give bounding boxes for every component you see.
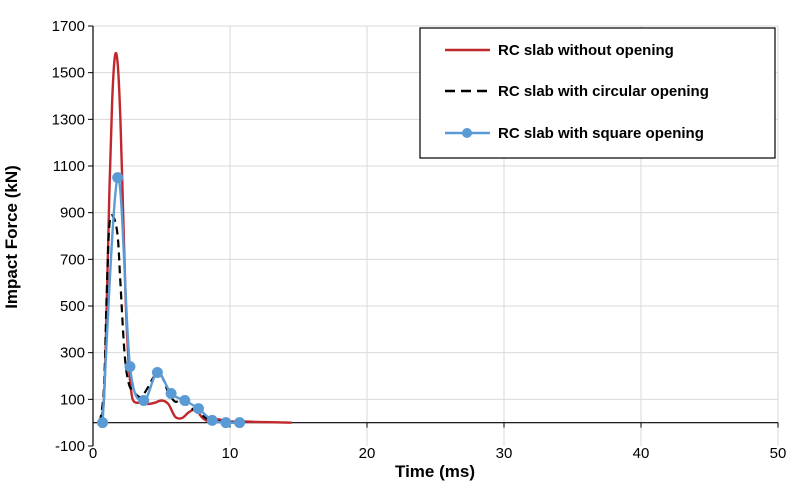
legend-label-circular-opening: RC slab with circular opening xyxy=(498,83,709,100)
data-point-square-opening xyxy=(124,361,136,373)
y-tick-label: 100 xyxy=(60,391,85,408)
x-tick-label: 50 xyxy=(770,445,787,462)
gridlines xyxy=(93,25,779,446)
y-tick-label: 1300 xyxy=(52,111,85,128)
y-tick-label: 500 xyxy=(60,298,85,315)
x-tick-label: 10 xyxy=(222,445,239,462)
x-tick-label: 30 xyxy=(496,445,513,462)
legend: RC slab without opening RC slab with cir… xyxy=(419,27,776,159)
data-point-square-opening xyxy=(234,417,246,429)
y-tick-label: 900 xyxy=(60,205,85,222)
y-tick-label: 300 xyxy=(60,345,85,362)
data-point-square-opening xyxy=(206,414,218,426)
y-tick-label: 1100 xyxy=(53,158,85,175)
legend-marker-square-opening xyxy=(462,128,472,138)
data-point-square-opening xyxy=(97,417,109,429)
data-point-square-opening xyxy=(138,395,150,406)
x-tick-label: 40 xyxy=(633,445,650,462)
y-axis-title: Impact Force (kN) xyxy=(2,165,21,309)
legend-label-without-opening: RC slab without opening xyxy=(498,42,674,59)
data-point-square-opening xyxy=(192,403,204,415)
data-point-square-opening xyxy=(179,395,191,406)
x-tick-label: 0 xyxy=(89,445,97,462)
y-tick-label: -100 xyxy=(55,438,85,455)
data-point-square-opening xyxy=(112,172,124,184)
y-tick-label: 1500 xyxy=(52,65,85,82)
data-point-square-opening xyxy=(151,367,163,378)
y-tick-label: 700 xyxy=(60,251,85,268)
x-tick-labels: 0 10 20 30 40 50 xyxy=(89,445,787,462)
y-tick-label: 1700 xyxy=(52,18,85,35)
x-axis-title: Time (ms) xyxy=(395,462,475,481)
legend-label-square-opening: RC slab with square opening xyxy=(498,125,704,142)
x-tick-label: 20 xyxy=(359,445,376,462)
axes xyxy=(88,25,779,447)
data-point-square-opening xyxy=(165,388,177,399)
y-tick-labels: -100 100 300 500 700 900 1100 1300 1500 1700 xyxy=(52,18,85,455)
data-point-square-opening xyxy=(220,417,232,429)
series-layer xyxy=(97,51,292,429)
